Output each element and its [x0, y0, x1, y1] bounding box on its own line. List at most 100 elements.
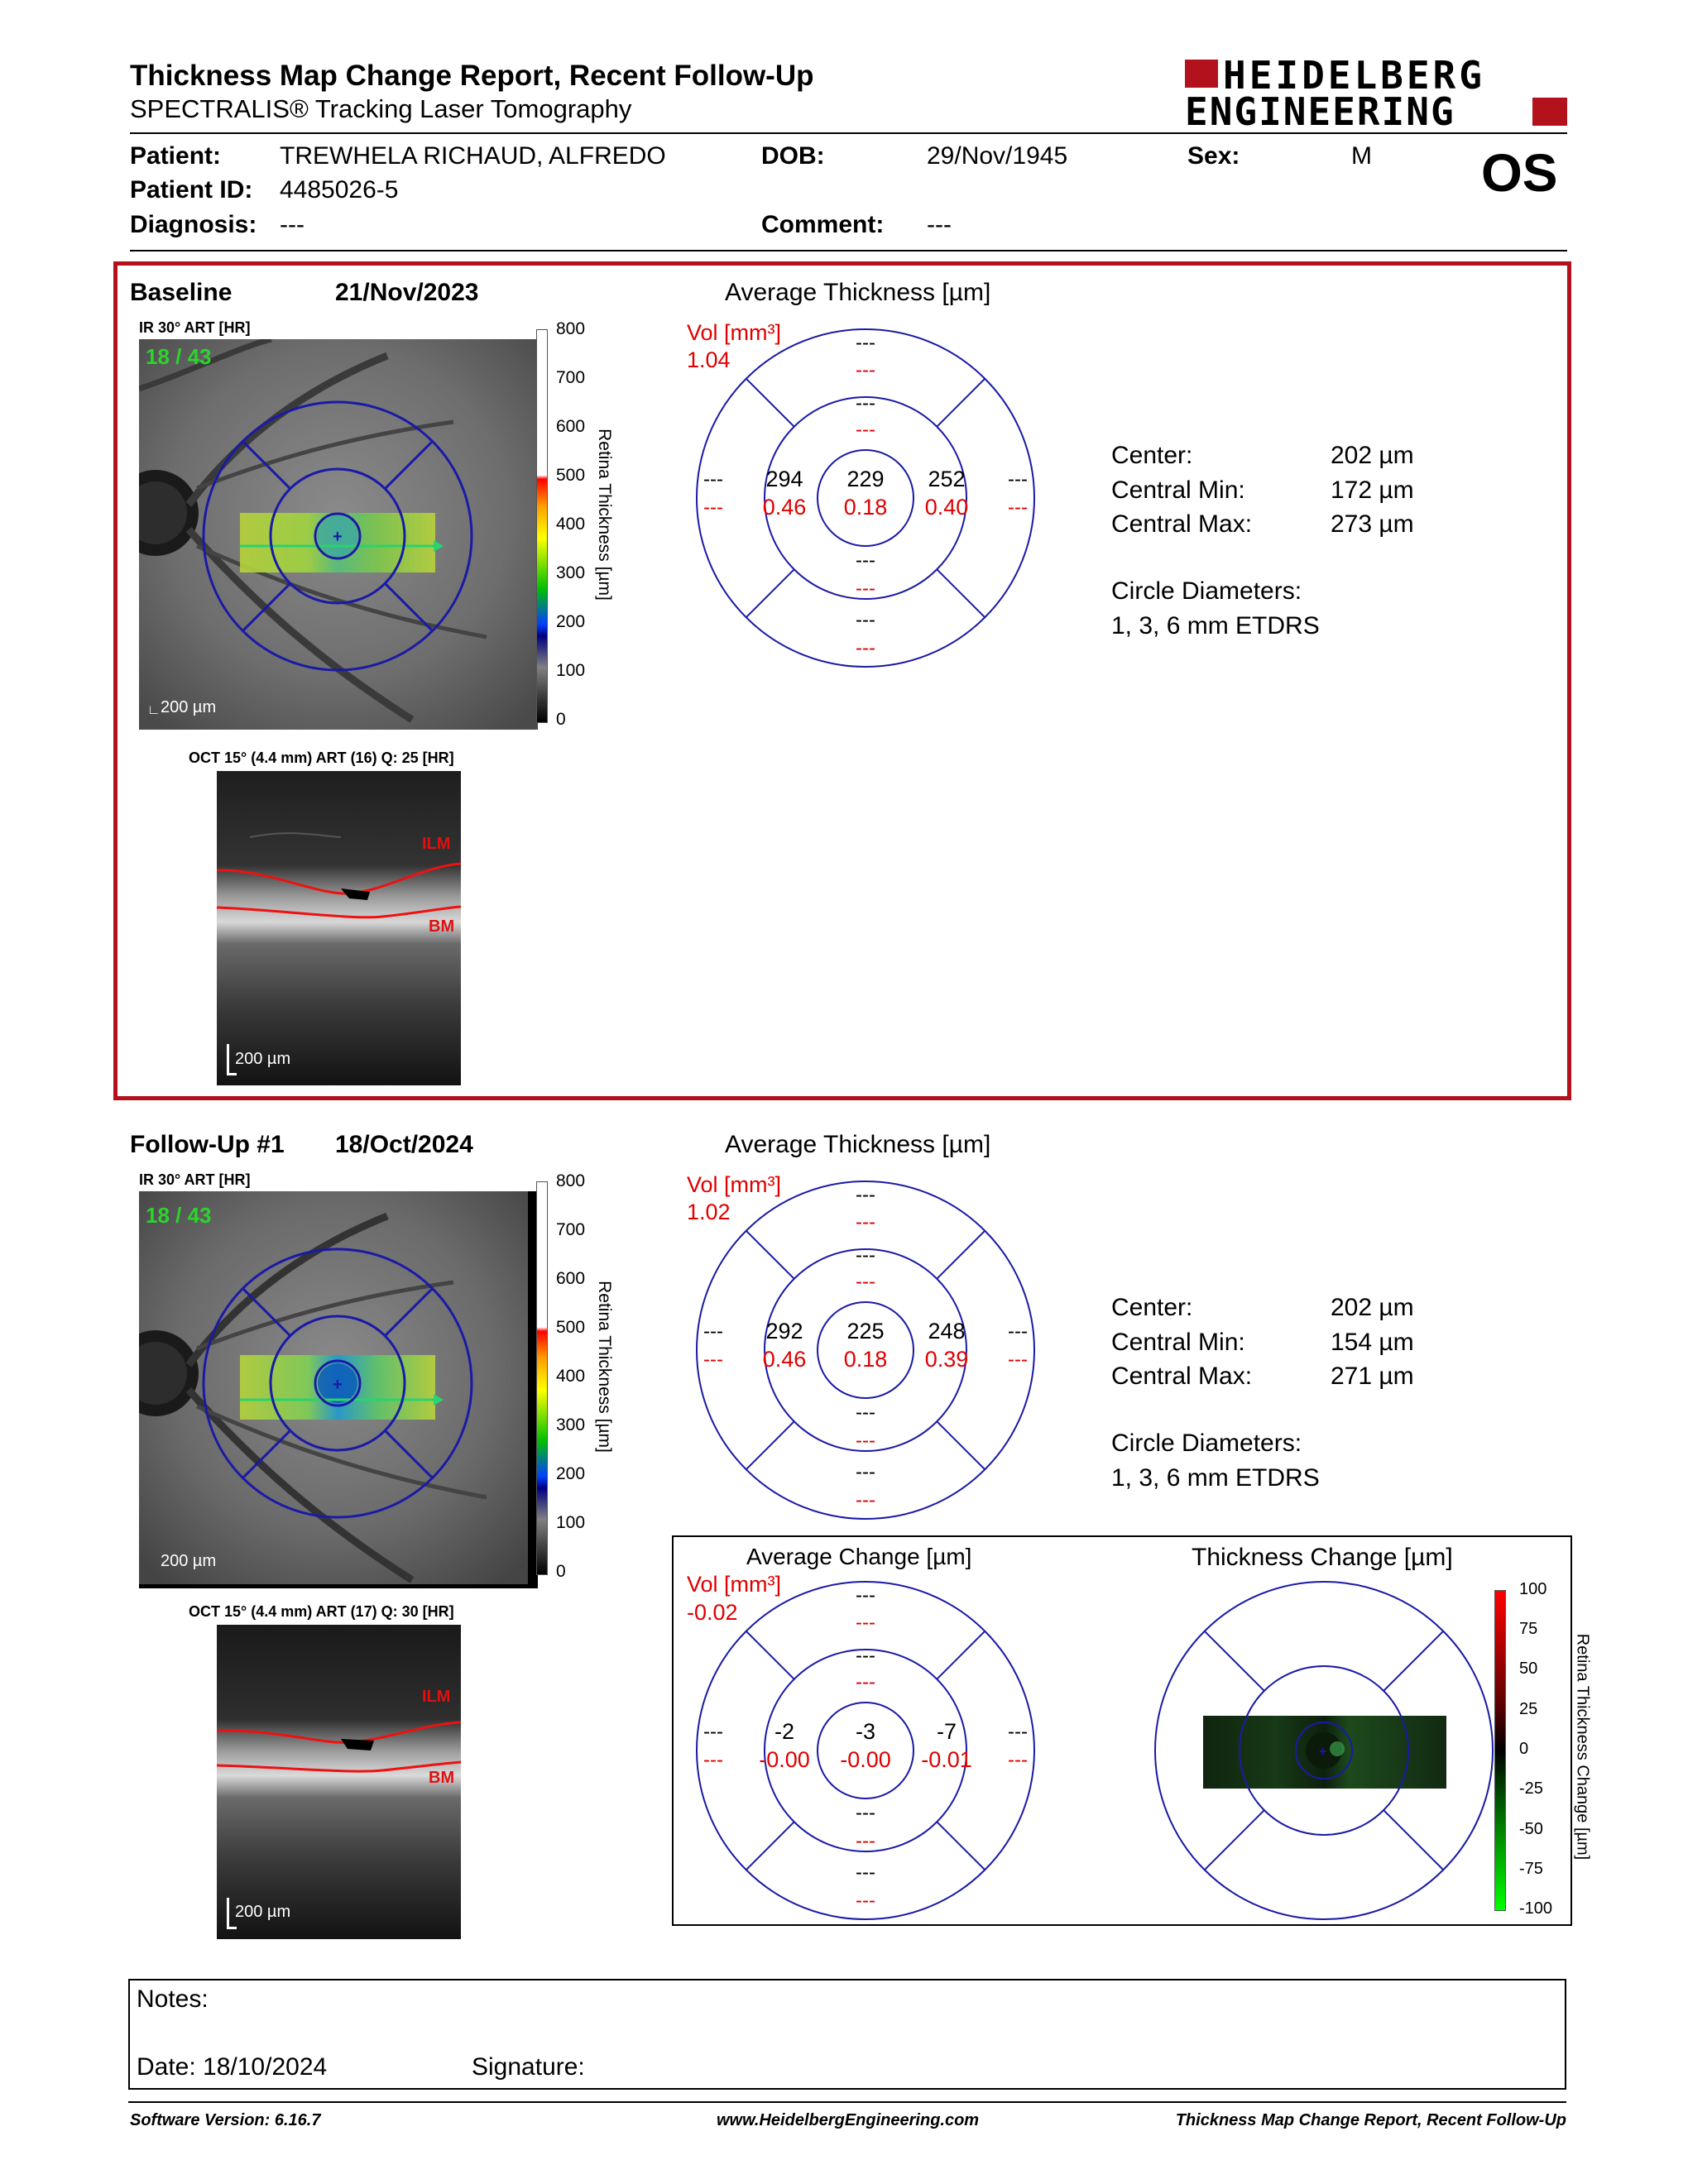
baseline-inner-inferior-t: ---	[856, 549, 875, 572]
change-inner-right-t: -7	[936, 1719, 957, 1744]
baseline-outer-inferior-t: ---	[856, 609, 875, 631]
footer-version: Software Version: 6.16.7	[130, 2111, 321, 2129]
diagnosis-value: ---	[280, 211, 305, 238]
tick: 200	[556, 612, 586, 631]
followup-center-v: 0.18	[843, 1347, 888, 1372]
followup-outer-superior-t: ---	[856, 1184, 875, 1206]
followup-vol-value: 1.02	[687, 1200, 731, 1224]
change-avg-title: Average Change [µm]	[746, 1544, 972, 1569]
followup-outer-right-v: ---	[1008, 1348, 1028, 1371]
followup-circle-label: Circle Diameters:	[1111, 1430, 1302, 1457]
change-vol-value: -0.02	[687, 1600, 738, 1625]
baseline-outer-superior-t: ---	[856, 332, 875, 354]
change-box	[672, 1535, 1572, 1926]
followup-outer-left-v: ---	[703, 1348, 723, 1371]
svg-text:+: +	[1319, 1745, 1326, 1759]
followup-label: Follow-Up #1	[130, 1131, 285, 1158]
tick: 700	[556, 1220, 586, 1239]
baseline-outer-right-v: ---	[1008, 496, 1028, 519]
patient-id-label: Patient ID:	[130, 176, 253, 204]
patient-name: TREWHELA RICHAUD, ALFREDO	[280, 142, 666, 170]
tick: 100	[556, 1513, 586, 1532]
tick: 600	[556, 1269, 586, 1288]
followup-min-value: 154 µm	[1331, 1329, 1414, 1356]
followup-inner-inferior-v: ---	[856, 1430, 875, 1452]
eye-indicator: OS	[1481, 143, 1558, 203]
followup-inner-left-t: 292	[765, 1319, 803, 1343]
baseline-max-label: Central Max:	[1111, 510, 1253, 538]
change-vol-label: Vol [mm³]	[687, 1572, 782, 1597]
baseline-vol-label: Vol [mm³]	[687, 320, 782, 345]
followup-outer-left-t: ---	[703, 1320, 723, 1343]
baseline-oct-title: OCT 15° (4.4 mm) ART (16) Q: 25 [HR]	[189, 750, 454, 766]
dob-value: 29/Nov/1945	[927, 142, 1068, 170]
tick: 100	[1519, 1580, 1547, 1598]
baseline-center-label: Center:	[1111, 442, 1193, 469]
report-subtitle: SPECTRALIS® Tracking Laser Tomography	[130, 94, 632, 123]
baseline-vol-value: 1.04	[687, 347, 731, 372]
patient-id: 4485026-5	[280, 176, 399, 204]
tick: 800	[556, 1171, 586, 1190]
change-outer-superior-v: ---	[856, 1612, 875, 1634]
tick: 200	[556, 1464, 586, 1483]
baseline-circle-label: Circle Diameters:	[1111, 577, 1302, 605]
baseline-min-label: Central Min:	[1111, 477, 1245, 504]
tick: 75	[1519, 1620, 1538, 1638]
change-inner-superior-t: ---	[856, 1645, 875, 1667]
tick: 500	[556, 466, 586, 485]
tick: 400	[556, 515, 586, 534]
change-outer-inferior-t: ---	[856, 1861, 875, 1884]
followup-avg-title: Average Thickness [µm]	[725, 1131, 991, 1158]
baseline-ir-scale: 200 µm	[161, 698, 217, 716]
change-center-t: -3	[855, 1719, 875, 1744]
thickness-change-map: +	[1153, 1580, 1494, 1921]
tick: -100	[1519, 1899, 1553, 1918]
change-outer-right-v: ---	[1008, 1749, 1028, 1771]
baseline-ir-title: IR 30° ART [HR]	[139, 319, 251, 336]
baseline-avg-title: Average Thickness [µm]	[725, 279, 991, 306]
tick: 300	[556, 1415, 586, 1434]
followup-max-value: 271 µm	[1331, 1363, 1414, 1390]
followup-outer-superior-v: ---	[856, 1211, 875, 1233]
followup-center-label: Center:	[1111, 1294, 1193, 1321]
followup-inner-right-v: 0.39	[924, 1347, 969, 1372]
notes-label: Notes:	[137, 1985, 209, 2013]
change-outer-superior-t: ---	[856, 1584, 875, 1607]
followup-min-label: Central Min:	[1111, 1329, 1245, 1356]
diagnosis-label: Diagnosis:	[130, 211, 257, 238]
followup-center-value: 202 µm	[1331, 1294, 1414, 1321]
baseline-outer-left-v: ---	[703, 496, 723, 519]
baseline-ir-counter: 18 / 43	[146, 344, 212, 369]
followup-colorbar-ticks: 800 700 600 500 400 300 200 100 0	[556, 1171, 589, 1581]
sex-label: Sex:	[1187, 142, 1240, 170]
footer-report-name: Thickness Map Change Report, Recent Foll…	[1175, 2111, 1566, 2129]
baseline-center-v: 0.18	[843, 495, 888, 520]
notes-date: Date: 18/10/2024	[137, 2053, 328, 2081]
dob-label: DOB:	[761, 142, 825, 170]
baseline-min-value: 172 µm	[1331, 477, 1414, 504]
followup-inner-left-v: 0.46	[762, 1347, 807, 1372]
followup-outer-right-t: ---	[1008, 1320, 1028, 1343]
followup-outer-inferior-t: ---	[856, 1461, 875, 1483]
report-title: Thickness Map Change Report, Recent Foll…	[130, 60, 814, 92]
followup-bm-label: BM	[429, 1769, 455, 1787]
baseline-outer-left-t: ---	[703, 468, 723, 491]
followup-ir-scale: 200 µm	[161, 1552, 217, 1570]
baseline-label: Baseline	[130, 279, 233, 306]
tick: 800	[556, 319, 586, 338]
baseline-max-value: 273 µm	[1331, 510, 1414, 538]
baseline-inner-right-v: 0.40	[924, 495, 969, 520]
footer-url[interactable]: www.HeidelbergEngineering.com	[717, 2111, 980, 2129]
comment-label: Comment:	[761, 211, 885, 238]
tick: 400	[556, 1367, 586, 1386]
svg-text:+: +	[333, 1376, 343, 1394]
tick: 100	[556, 661, 586, 680]
baseline-oct-scale: 200 µm	[235, 1050, 291, 1068]
baseline-inner-inferior-v: ---	[856, 577, 875, 600]
baseline-ilm-label: ILM	[422, 835, 451, 853]
followup-ilm-label: ILM	[422, 1688, 451, 1706]
followup-oct-title: OCT 15° (4.4 mm) ART (17) Q: 30 [HR]	[189, 1603, 454, 1620]
notes-box[interactable]	[128, 1979, 1566, 2090]
followup-outer-inferior-v: ---	[856, 1489, 875, 1511]
notes-signature: Signature:	[472, 2053, 585, 2081]
